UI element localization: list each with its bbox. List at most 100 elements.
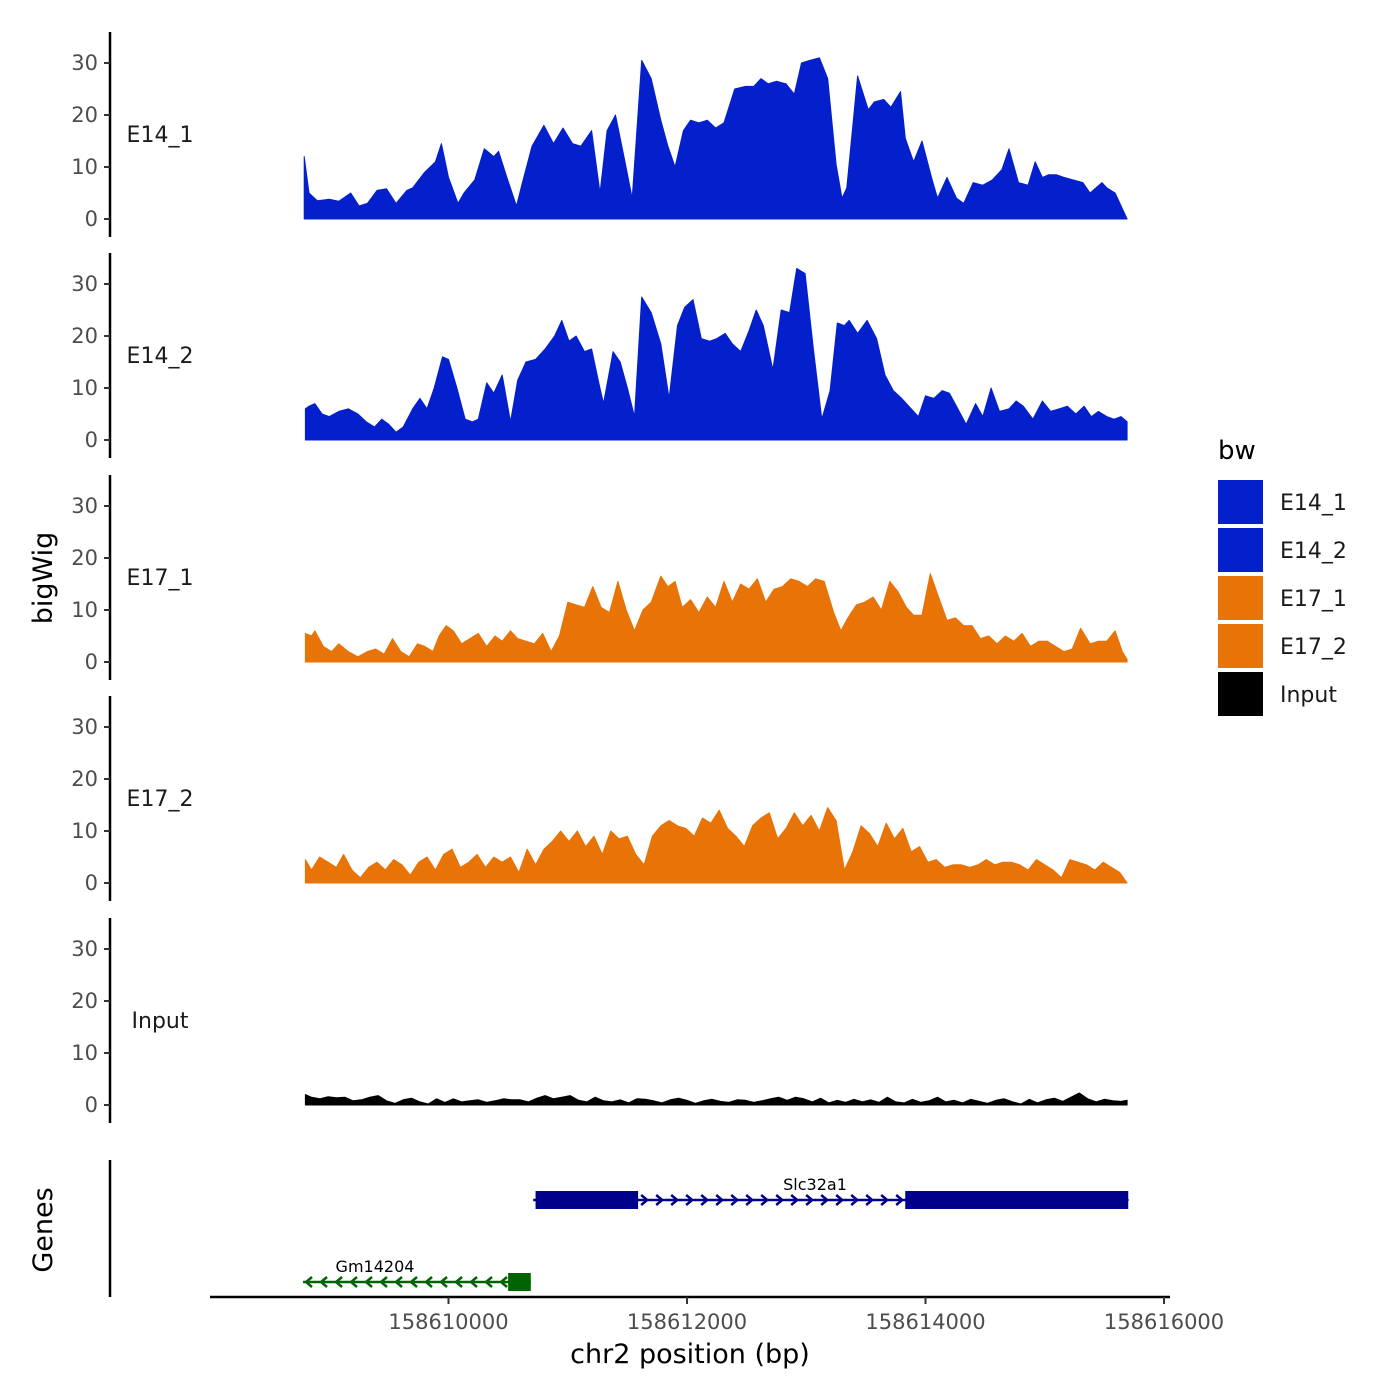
legend: bw E14_1 E14_2 E17_1 E17_2 Input: [1218, 436, 1347, 716]
track-label-e17-2: E17_2: [127, 787, 194, 812]
strand-arrow: [319, 1276, 328, 1288]
series-area-e17-2: [304, 807, 1128, 884]
strand-arrow: [835, 1194, 845, 1206]
gene-exon: [508, 1273, 531, 1291]
x-tick-label: 158612000: [627, 1310, 747, 1334]
series-area-input: [304, 1092, 1128, 1106]
y-tick-label: 10: [71, 1041, 98, 1065]
x-axis-title: chr2 position (bp): [570, 1339, 810, 1370]
strand-arrow: [745, 1194, 755, 1206]
strand-arrow: [640, 1194, 650, 1206]
y-tick-label: 10: [71, 598, 98, 622]
strand-arrow: [484, 1276, 493, 1288]
y-tick-label: 30: [71, 272, 98, 296]
track-label-input: Input: [132, 1009, 189, 1034]
legend-label: E14_1: [1280, 491, 1347, 516]
strand-arrow: [760, 1194, 770, 1206]
gene-name-label: Slc32a1: [783, 1175, 847, 1194]
series-area-e14-2: [304, 267, 1128, 441]
track-label-e14-1: E14_1: [127, 123, 194, 148]
strand-arrow: [409, 1276, 418, 1288]
strand-arrow: [805, 1194, 815, 1206]
strand-arrow: [424, 1276, 433, 1288]
strand-arrow: [880, 1194, 890, 1206]
panel-e17-1: 0 10 20 30 E17_1: [71, 475, 1128, 680]
series-area-e14-1: [303, 57, 1128, 220]
track-panels: 0 10 20 30 E14_1 0 10 20 30 E14_2 0 10 20 30 E17_1 0 10 2…: [71, 32, 1128, 1123]
strand-arrow: [349, 1276, 358, 1288]
legend-swatch: [1218, 480, 1263, 524]
legend-item-e14-2: E14_2: [1218, 528, 1347, 572]
strand-arrow: [865, 1194, 875, 1206]
strand-arrow: [850, 1194, 860, 1206]
y-tick-label: 10: [71, 376, 98, 400]
strand-arrow: [775, 1194, 785, 1206]
y-tick-label: 30: [71, 51, 98, 75]
legend-label: E17_2: [1280, 635, 1347, 660]
strand-arrow: [439, 1276, 448, 1288]
legend-swatch: [1218, 528, 1263, 572]
legend-item-e17-2: E17_2: [1218, 624, 1347, 668]
x-tick-label: 158610000: [388, 1310, 508, 1334]
y-tick-label: 30: [71, 715, 98, 739]
strand-arrow: [790, 1194, 800, 1206]
track-label-e17-1: E17_1: [127, 566, 194, 591]
gene-track: Slc32a1 Gm14204: [108, 1160, 1130, 1297]
strand-arrow: [820, 1194, 830, 1206]
legend-label: Input: [1280, 683, 1337, 708]
y-tick-label: 10: [71, 155, 98, 179]
y-tick-label: 10: [71, 819, 98, 843]
y-tick-label: 20: [71, 546, 98, 570]
legend-label: E14_2: [1280, 539, 1347, 564]
legend-item-e14-1: E14_1: [1218, 480, 1347, 524]
legend-swatch: [1218, 624, 1263, 668]
strand-arrow: [499, 1276, 508, 1288]
gene-gm14204: Gm14204: [303, 1257, 531, 1291]
y-tick-label: 0: [85, 428, 98, 452]
legend-label: E17_1: [1280, 587, 1347, 612]
panel-e14-1: 0 10 20 30 E14_1: [71, 32, 1128, 237]
legend-swatch: [1218, 576, 1263, 620]
panel-input: 0 10 20 30 Input: [71, 918, 1128, 1123]
gene-exon: [535, 1191, 639, 1209]
strand-arrow: [304, 1276, 313, 1288]
strand-arrow: [454, 1276, 463, 1288]
legend-swatch: [1218, 672, 1263, 716]
strand-arrow: [895, 1194, 905, 1206]
strand-arrow: [364, 1276, 373, 1288]
y-tick-label: 20: [71, 767, 98, 791]
strand-arrow: [655, 1194, 665, 1206]
strand-arrow: [715, 1194, 725, 1206]
y-tick-label: 20: [71, 989, 98, 1013]
strand-arrow: [670, 1194, 680, 1206]
y-tick-label: 0: [85, 871, 98, 895]
y-tick-label: 0: [85, 1093, 98, 1117]
y-tick-label: 20: [71, 103, 98, 127]
genes-axis-title: Genes: [28, 1187, 59, 1272]
legend-title: bw: [1218, 436, 1256, 466]
y-axis-title: bigWig: [28, 532, 59, 625]
y-tick-label: 0: [85, 650, 98, 674]
panel-e17-2: 0 10 20 30 E17_2: [71, 696, 1128, 901]
strand-arrow: [730, 1194, 740, 1206]
x-tick-label: 158616000: [1104, 1310, 1224, 1334]
strand-arrow: [394, 1276, 403, 1288]
gene-name-label: Gm14204: [336, 1257, 415, 1276]
x-tick-label: 158614000: [865, 1310, 985, 1334]
strand-arrow: [700, 1194, 710, 1206]
strand-arrow: [469, 1276, 478, 1288]
panel-e14-2: 0 10 20 30 E14_2: [71, 253, 1128, 458]
x-axis: 158610000 158612000 158614000 158616000: [210, 1295, 1224, 1334]
y-tick-label: 30: [71, 494, 98, 518]
y-tick-label: 20: [71, 324, 98, 348]
legend-item-input: Input: [1218, 672, 1337, 716]
y-tick-label: 0: [85, 207, 98, 231]
strand-arrow: [379, 1276, 388, 1288]
strand-arrow: [334, 1276, 343, 1288]
y-tick-label: 30: [71, 937, 98, 961]
track-label-e14-2: E14_2: [127, 344, 194, 369]
legend-item-e17-1: E17_1: [1218, 576, 1347, 620]
series-area-e17-1: [304, 573, 1128, 663]
